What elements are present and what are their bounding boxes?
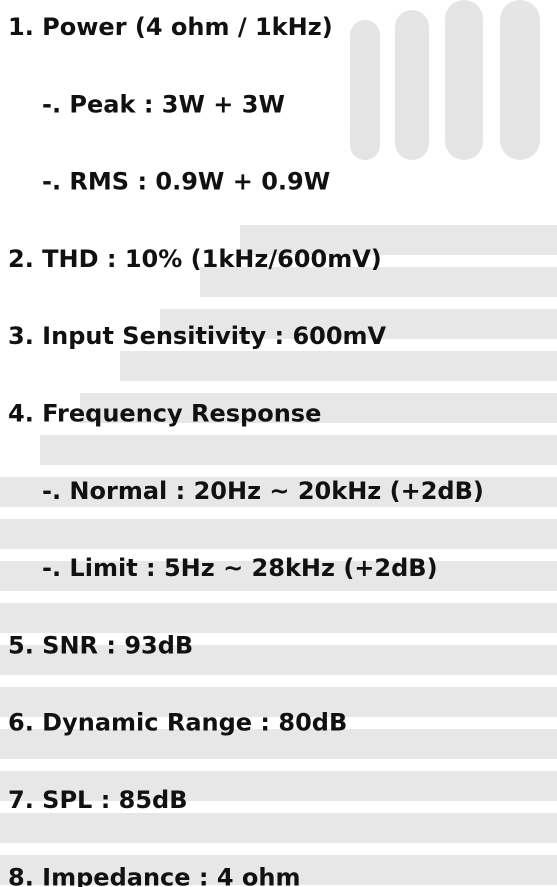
spec-subitem: -. Limit : 5Hz ~ 28kHz (+2dB) [42, 554, 438, 582]
grille-bar [445, 0, 483, 160]
grille-band [40, 435, 557, 465]
grille-band [0, 645, 557, 675]
grille-band [0, 813, 557, 843]
grille-bar [395, 10, 429, 160]
spec-subitem: -. RMS : 0.9W + 0.9W [42, 168, 330, 196]
grille-band [0, 477, 557, 507]
grille-band [120, 351, 557, 381]
spec-item: 5. SNR : 93dB [8, 631, 193, 659]
spec-item: 7. SPL : 85dB [8, 786, 188, 814]
spec-item: 4. Frequency Response [8, 400, 321, 428]
grille-bar [500, 0, 540, 160]
spec-item: 2. THD : 10% (1kHz/600mV) [8, 245, 382, 273]
grille-band [0, 687, 557, 717]
grille-band [200, 267, 557, 297]
grille-band [0, 519, 557, 549]
grille-band [0, 771, 557, 801]
grille-band [0, 603, 557, 633]
spec-item: 1. Power (4 ohm / 1kHz) [8, 13, 333, 41]
spec-subitem: -. Normal : 20Hz ~ 20kHz (+2dB) [42, 477, 484, 505]
grille-band [80, 393, 557, 423]
spec-item: 3. Input Sensitivity : 600mV [8, 322, 387, 350]
spec-item: 6. Dynamic Range : 80dB [8, 709, 347, 737]
spec-subitem: -. Peak : 3W + 3W [42, 90, 285, 118]
spec-item: 8. Impedance : 4 ohm [8, 863, 300, 887]
grille-bar [350, 20, 380, 160]
grille-band [0, 729, 557, 759]
spec-list: 1. Power (4 ohm / 1kHz) -. Peak : 3W + 3W… [8, 13, 484, 887]
grille-band [240, 225, 557, 255]
grille-band [160, 309, 557, 339]
grille-band [0, 855, 557, 885]
grille-band [0, 561, 557, 591]
